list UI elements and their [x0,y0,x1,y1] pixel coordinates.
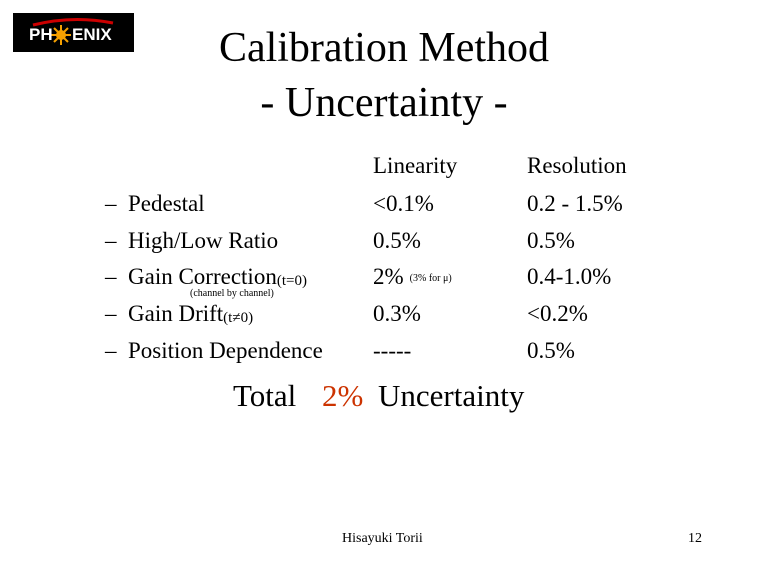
logo: PH ENIX [13,13,134,52]
column-header: Resolution [527,153,627,178]
logo-art [32,17,114,45]
total-suffix: Uncertainty [378,378,525,413]
subscript: (t=0) [276,273,307,289]
page-number: 12 [688,531,702,546]
linearity-note: (3% for μ) [409,273,452,284]
total-prefix: Total [233,378,297,413]
resolution: 0.5% [527,338,575,363]
resolution: 0.2 - 1.5% [527,191,623,216]
linearity: 2% [373,264,404,289]
total-value: 2% [322,378,364,413]
title: - Uncertainty - [260,80,508,126]
resolution: 0.5% [527,228,575,253]
row-label: Position Dependence [128,338,323,363]
row-note: (channel by channel) [190,288,274,299]
title: Calibration Method [218,25,550,71]
bullet: – [105,264,117,289]
linearity: ----- [373,338,412,363]
linearity: 0.5% [373,228,421,253]
bullet: – [105,228,117,253]
row-label: High/Low Ratio [128,228,279,253]
row-label: Gain Drift [128,301,224,326]
row-label: Gain Correction [128,264,277,289]
bullet: – [105,338,117,363]
bullet: – [105,191,117,216]
linearity: 0.3% [373,301,421,326]
row-label: Pedestal [128,191,205,216]
subscript: (t≠0) [223,310,254,326]
column-header: Linearity [373,153,458,178]
bullet: – [105,301,117,326]
logo-text: ENIX [72,25,112,44]
logo-text: PH [29,25,53,44]
resolution: <0.2% [527,301,588,326]
author: Hisayuki Torii [342,531,423,546]
resolution: 0.4-1.0% [527,264,612,289]
linearity: <0.1% [373,191,434,216]
